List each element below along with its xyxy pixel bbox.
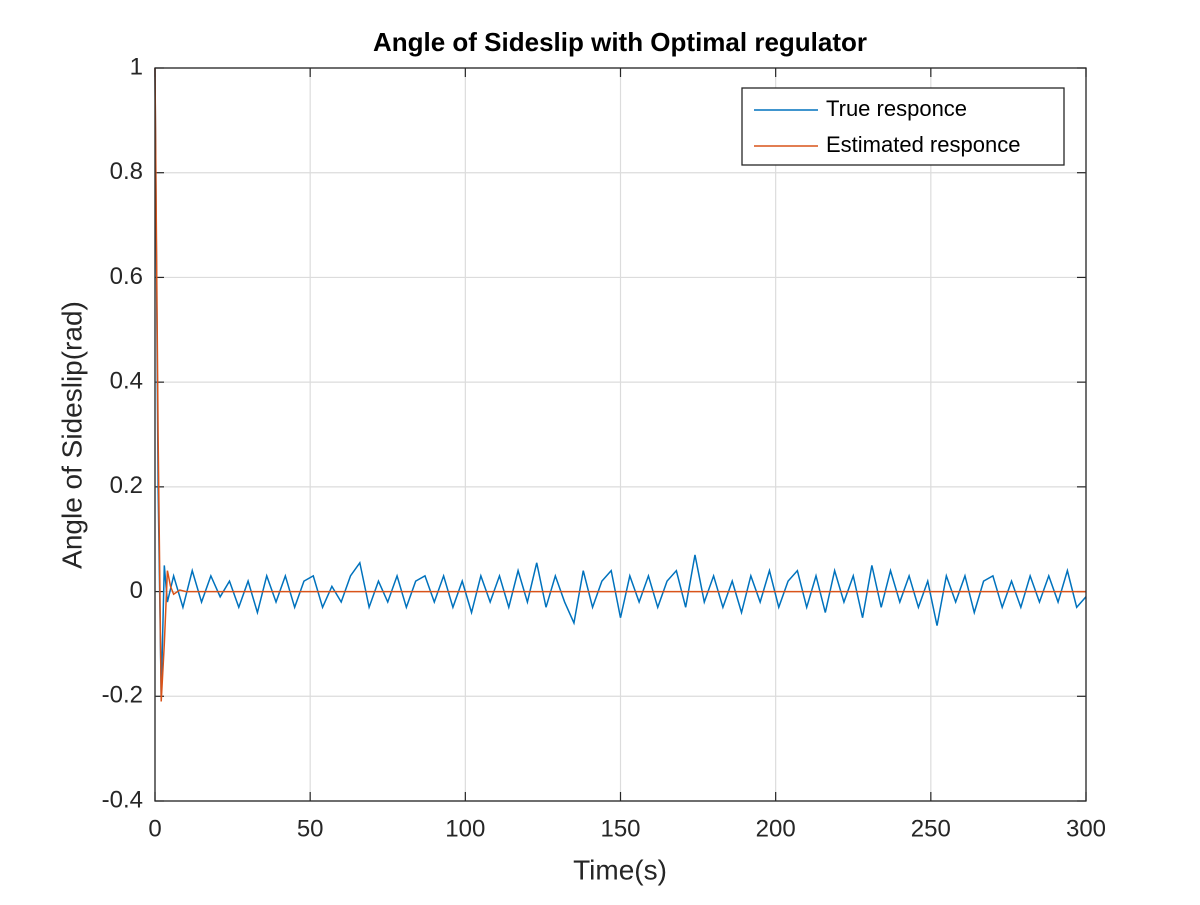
legend-box bbox=[741, 87, 1065, 166]
chart-title: Angle of Sideslip with Optimal regulator bbox=[373, 27, 867, 57]
y-axis-label: Angle of Sideslip(rad) bbox=[56, 301, 87, 569]
x-tick-label: 200 bbox=[756, 815, 796, 842]
y-tick-label: 1 bbox=[130, 53, 143, 80]
x-tick-label: 150 bbox=[600, 815, 640, 842]
x-tick-label: 100 bbox=[445, 815, 485, 842]
x-tick-label: 250 bbox=[911, 815, 951, 842]
x-tick-label: 0 bbox=[148, 815, 161, 842]
y-tick-label: 0.2 bbox=[110, 472, 143, 499]
x-tick-label: 300 bbox=[1066, 815, 1106, 842]
y-tick-label: 0.8 bbox=[110, 158, 143, 185]
x-tick-label: 50 bbox=[297, 815, 324, 842]
axes-box bbox=[154, 67, 1087, 802]
data-line bbox=[154, 67, 1086, 702]
y-tick-label: 0.6 bbox=[110, 263, 143, 290]
legend-label: Estimated responce bbox=[826, 132, 1020, 157]
y-tick-label: 0.4 bbox=[110, 367, 143, 394]
legend-label: True responce bbox=[826, 96, 967, 121]
y-tick-label: -0.4 bbox=[102, 786, 143, 813]
data-line bbox=[154, 67, 1087, 697]
y-tick-label: -0.2 bbox=[102, 682, 143, 709]
y-tick-label: 0 bbox=[130, 577, 143, 604]
x-axis-label: Time(s) bbox=[573, 854, 667, 885]
